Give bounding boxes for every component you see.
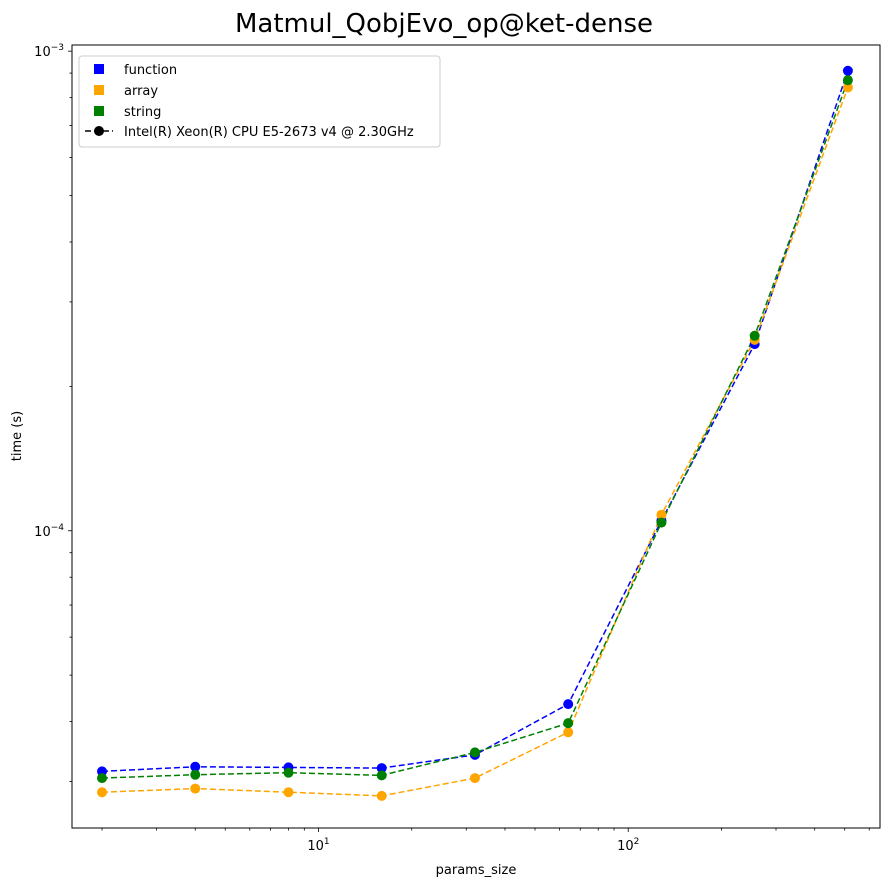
data-point-array (842, 82, 853, 93)
chart-title: Matmul_QobjEvo_op@ket-dense (235, 9, 653, 39)
data-point-string (97, 773, 108, 784)
data-point-string (190, 769, 201, 780)
data-point-function (842, 65, 853, 76)
legend: function array string Intel(R) Xeon(R) C… (78, 55, 441, 148)
data-point-array (97, 787, 108, 798)
data-point-array (190, 783, 201, 794)
legend-label-machine: Intel(R) Xeon(R) CPU E5-2673 v4 @ 2.30GH… (124, 125, 414, 140)
data-point-string (749, 330, 760, 341)
series-line-string (101, 79, 849, 779)
legend-label-string: string (124, 105, 161, 120)
legend-marker-array (94, 85, 104, 95)
y-tick-label: 10−4 (34, 523, 64, 540)
legend-box (78, 55, 441, 148)
data-point-string (563, 718, 574, 729)
x-tick-label: 101 (307, 837, 329, 854)
legend-marker-string (94, 106, 104, 116)
plot-area (72, 45, 880, 828)
data-point-function (190, 761, 201, 772)
data-point-function (563, 699, 574, 710)
legend-label-array: array (124, 84, 158, 99)
data-point-string (656, 517, 667, 528)
data-point-array (469, 773, 480, 784)
data-point-array (283, 787, 294, 798)
y-tick-label: 10−3 (34, 43, 64, 60)
data-point-string (283, 767, 294, 778)
data-point-array (656, 509, 667, 520)
data-point-string (842, 75, 853, 86)
data-point-array (563, 727, 574, 738)
series-layer (97, 65, 853, 801)
data-point-array (376, 790, 387, 801)
plot-frame (71, 44, 881, 829)
data-point-function (376, 763, 387, 774)
legend-marker-function (94, 64, 104, 74)
x-tick-label: 102 (617, 837, 639, 854)
x-axis-label: params_size (436, 863, 517, 878)
ticks-layer: 101 102 10−4 10−3 (34, 43, 870, 854)
data-point-string (376, 770, 387, 781)
legend-marker-machine (94, 126, 104, 136)
legend-label-function: function (124, 63, 177, 78)
data-point-string (469, 747, 480, 758)
y-axis-label: time (s) (10, 411, 25, 461)
